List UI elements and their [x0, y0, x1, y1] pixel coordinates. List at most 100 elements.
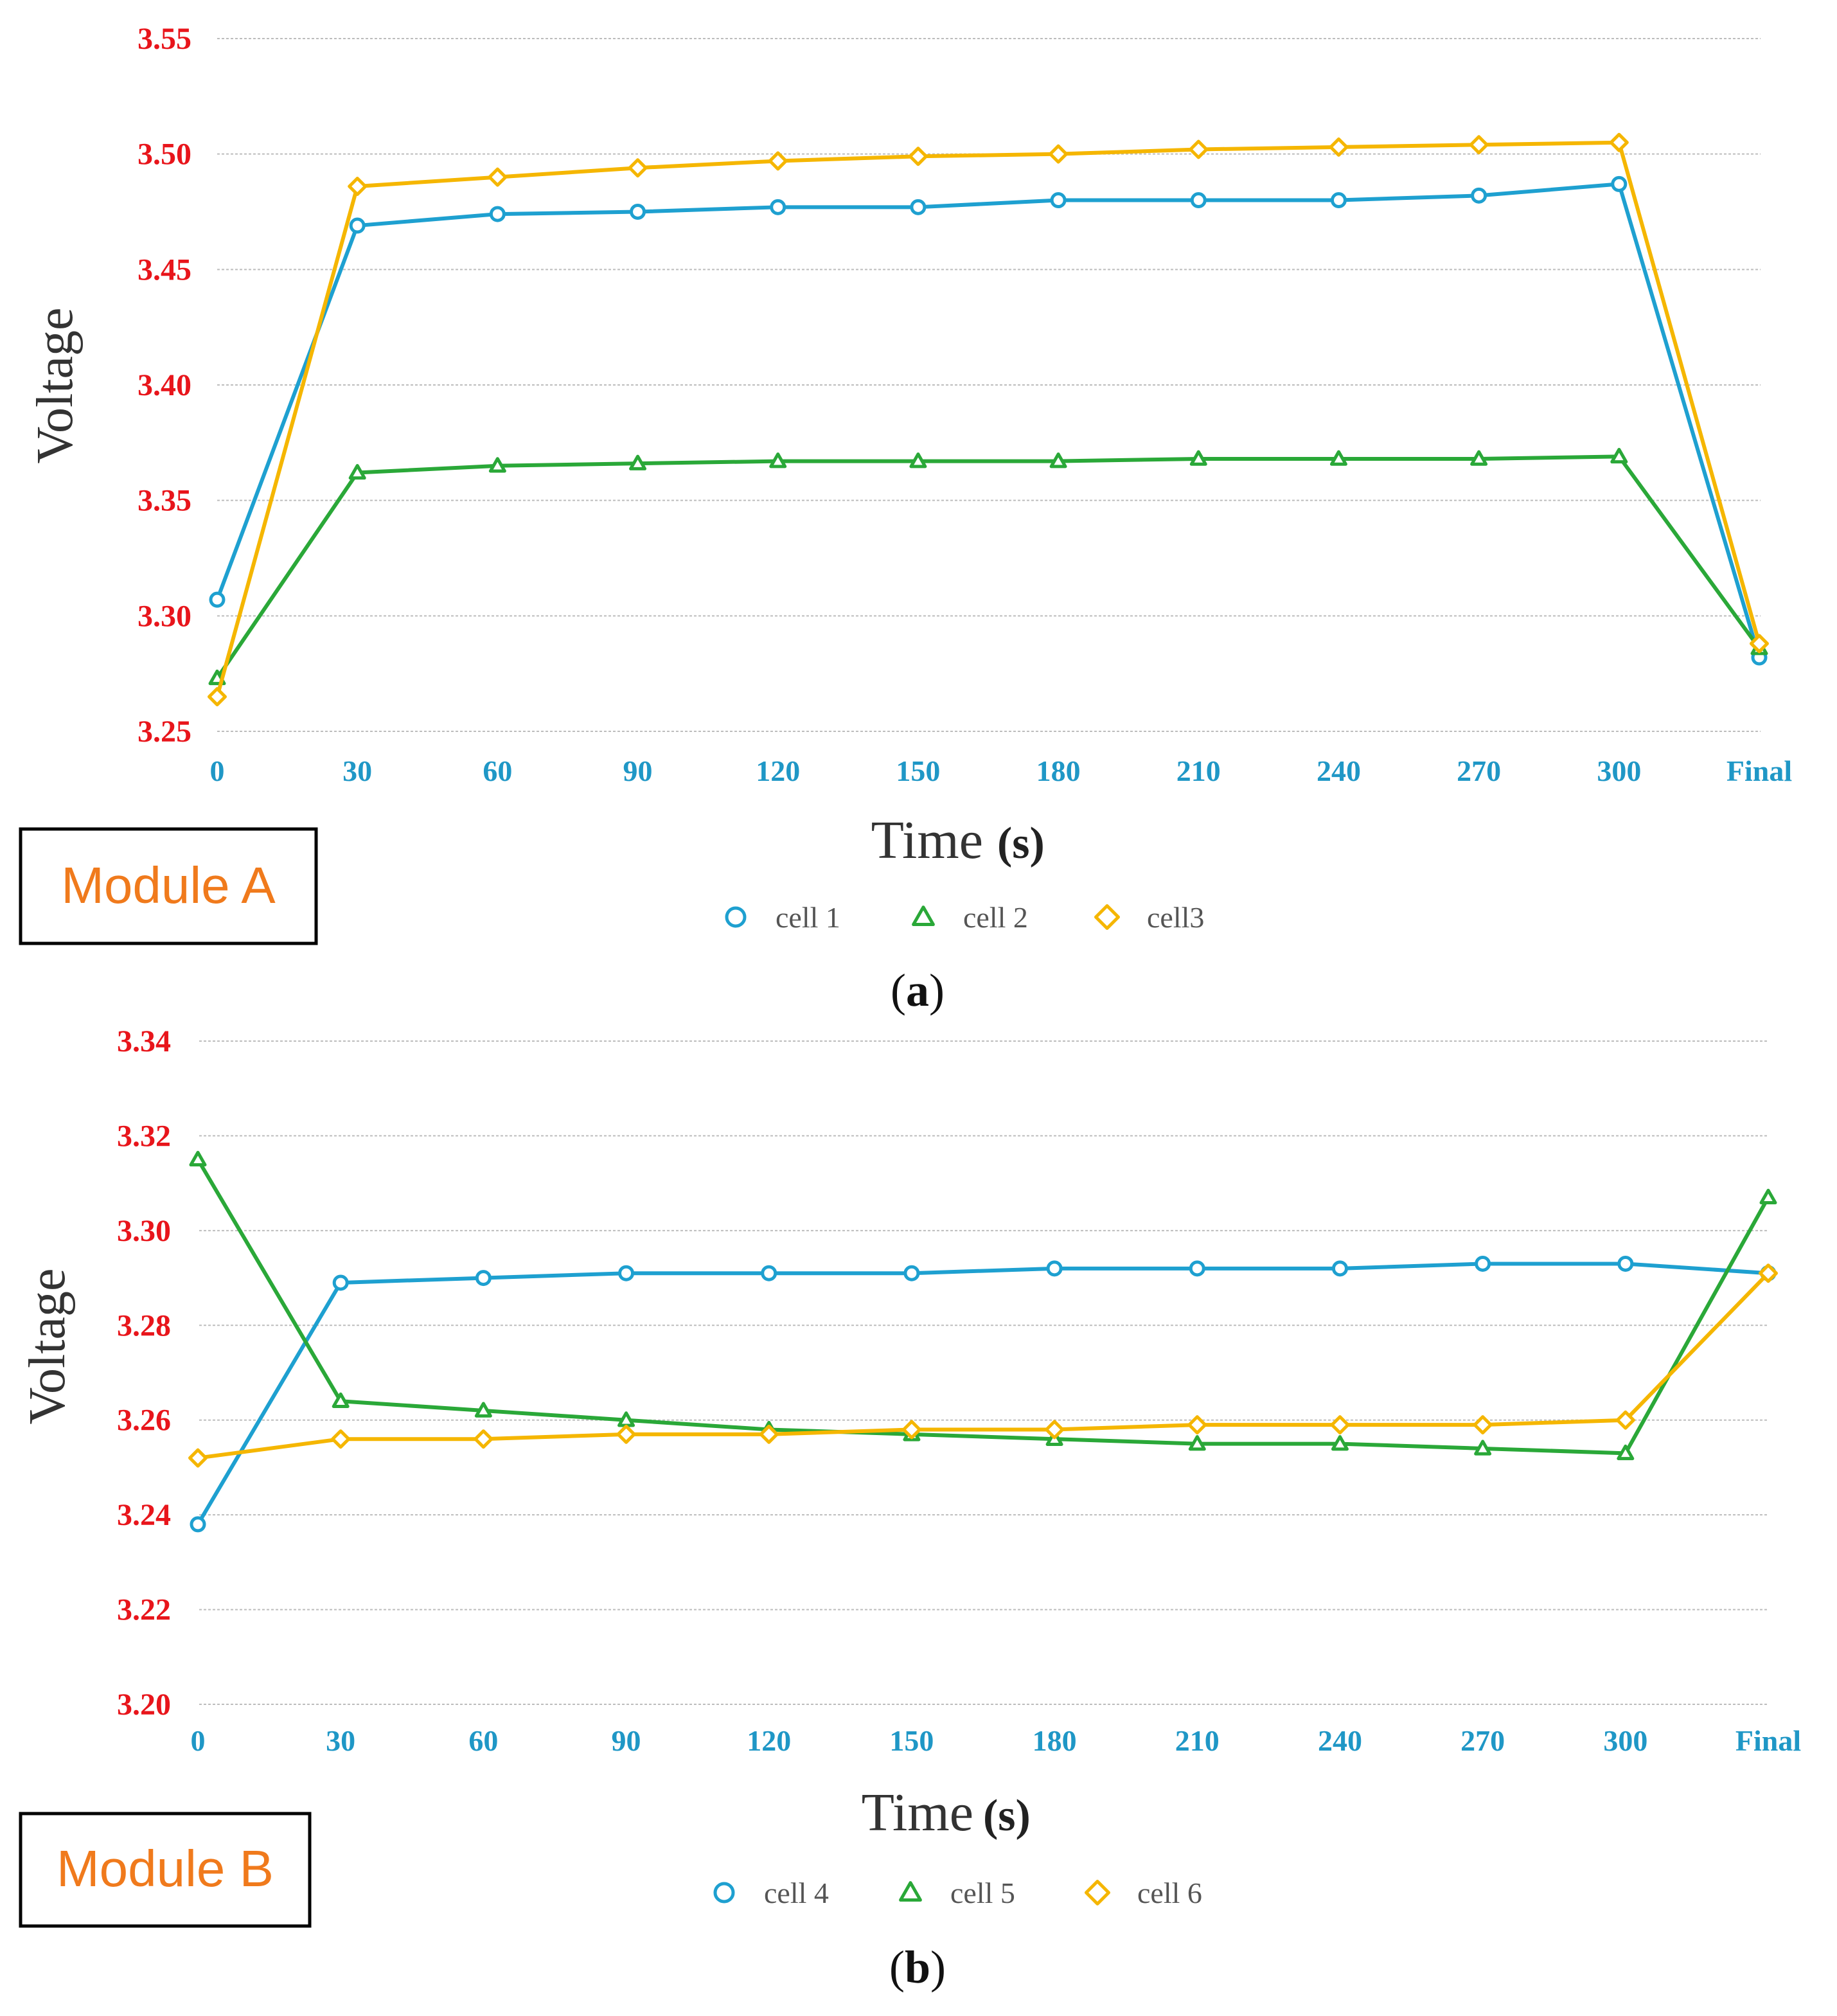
y-tick-label: 3.28	[117, 1308, 171, 1343]
data-point	[630, 204, 646, 220]
x-tick-label: 90	[612, 1724, 641, 1757]
legend-item: cell 6	[1085, 1877, 1202, 1909]
data-point	[1330, 1415, 1350, 1435]
data-point	[475, 1270, 492, 1287]
data-point	[629, 454, 647, 470]
y-tick-label: 3.32	[117, 1119, 171, 1153]
x-tick-label: 0	[210, 754, 225, 787]
x-tick-label: 270	[1460, 1724, 1505, 1757]
data-point	[1473, 1415, 1493, 1435]
series-line	[197, 1272, 1770, 1460]
module-label: Module B	[57, 1840, 274, 1897]
data-point	[189, 1150, 207, 1167]
y-axis-label: Voltage	[19, 1269, 76, 1425]
data-point	[768, 151, 788, 171]
y-tick-label: 3.25	[138, 715, 191, 749]
module-box	[19, 1812, 312, 1928]
series-cell-6	[188, 1263, 1778, 1468]
y-tick-label: 3.30	[138, 599, 191, 633]
legend-label: cell 5	[950, 1877, 1015, 1909]
legend: cell 1 cell 2 cell3	[725, 901, 1204, 934]
data-point	[1045, 1420, 1065, 1440]
x-axis-unit: (s)	[997, 819, 1045, 868]
series-cell-5	[189, 1150, 1777, 1461]
x-tick-label: 210	[1175, 1724, 1220, 1757]
legend-marker	[899, 1881, 922, 1902]
series-line	[215, 454, 1761, 680]
chart-panel-b: 3.20 3.22 3.24 3.26 3.28 3.30 3.32 3.34 0 30 60 90 1…	[19, 1024, 1801, 1993]
data-point	[190, 1516, 206, 1533]
data-point	[1331, 1435, 1349, 1451]
series-line	[196, 1158, 1770, 1456]
data-point	[1611, 175, 1628, 192]
y-tick-label: 3.50	[138, 138, 191, 172]
data-point	[1049, 452, 1067, 468]
data-point	[1330, 192, 1347, 209]
data-point	[617, 1411, 635, 1427]
series-cell3	[208, 132, 1769, 707]
y-tick-label: 3.26	[117, 1404, 171, 1438]
legend-item: cell 4	[713, 1877, 829, 1909]
x-tick-label: 60	[483, 754, 512, 787]
data-point	[348, 176, 368, 196]
x-tick-label: 300	[1597, 754, 1641, 787]
x-tick-label: 180	[1033, 1724, 1077, 1757]
x-tick-label: Final	[1726, 754, 1792, 787]
x-axis-label: Time	[871, 810, 983, 870]
data-point	[618, 1265, 635, 1281]
data-point	[1609, 132, 1629, 152]
series-line	[215, 182, 1761, 658]
x-tick-label: 90	[623, 754, 653, 787]
data-point	[1329, 137, 1349, 157]
panel-caption: (a)	[891, 965, 945, 1016]
series-cell-1	[209, 175, 1768, 666]
data-point	[770, 199, 786, 215]
series-line	[215, 140, 1761, 697]
legend-item: cell3	[1094, 901, 1204, 934]
x-axis-unit: (s)	[983, 1791, 1031, 1841]
panel-caption-letter: a	[906, 965, 929, 1016]
legend-marker	[725, 906, 747, 928]
x-tick-label: 150	[889, 1724, 934, 1757]
legend-label: cell3	[1147, 901, 1204, 934]
x-tick-label: 300	[1603, 1724, 1647, 1757]
x-tick-label: 120	[756, 754, 800, 787]
data-point	[1469, 135, 1489, 155]
y-tick-label: 3.45	[138, 253, 191, 287]
data-point	[759, 1424, 779, 1444]
data-point	[1187, 1415, 1207, 1435]
data-point	[488, 167, 508, 187]
y-tick-label: 3.55	[138, 22, 191, 56]
data-point	[1471, 187, 1487, 204]
data-point	[903, 1265, 920, 1281]
chart-panel-a: 3.25 3.30 3.35 3.40 3.45 3.50 3.55 0 30 60 90 120 15…	[19, 22, 1792, 1016]
series-cell-4	[190, 1255, 1777, 1533]
data-point	[1470, 450, 1488, 466]
legend-label: cell 4	[764, 1877, 829, 1909]
data-point	[332, 1274, 349, 1291]
x-tick-label: 60	[468, 1724, 498, 1757]
data-point	[628, 158, 648, 178]
data-point	[1046, 1260, 1063, 1277]
data-point	[1750, 634, 1769, 654]
data-point	[209, 591, 226, 608]
module-label: Module A	[61, 857, 276, 914]
data-point	[1759, 1263, 1778, 1283]
panel-caption-letter: b	[905, 1941, 930, 1993]
y-axis-label: Voltage	[27, 308, 84, 464]
panel-caption: (b)	[889, 1941, 946, 1993]
data-point	[901, 1420, 921, 1440]
series-cell-2	[208, 447, 1768, 686]
data-point	[474, 1429, 493, 1449]
legend-label: cell 2	[963, 901, 1028, 934]
legend-item: cell 2	[912, 901, 1028, 934]
data-point	[349, 217, 366, 234]
legend-marker	[912, 905, 935, 927]
data-point	[908, 147, 928, 166]
x-axis-label: Time	[862, 1783, 973, 1842]
data-point	[1188, 1435, 1206, 1451]
x-tick-label: 0	[191, 1724, 206, 1757]
data-point	[1759, 1188, 1777, 1205]
data-point	[331, 1429, 351, 1449]
